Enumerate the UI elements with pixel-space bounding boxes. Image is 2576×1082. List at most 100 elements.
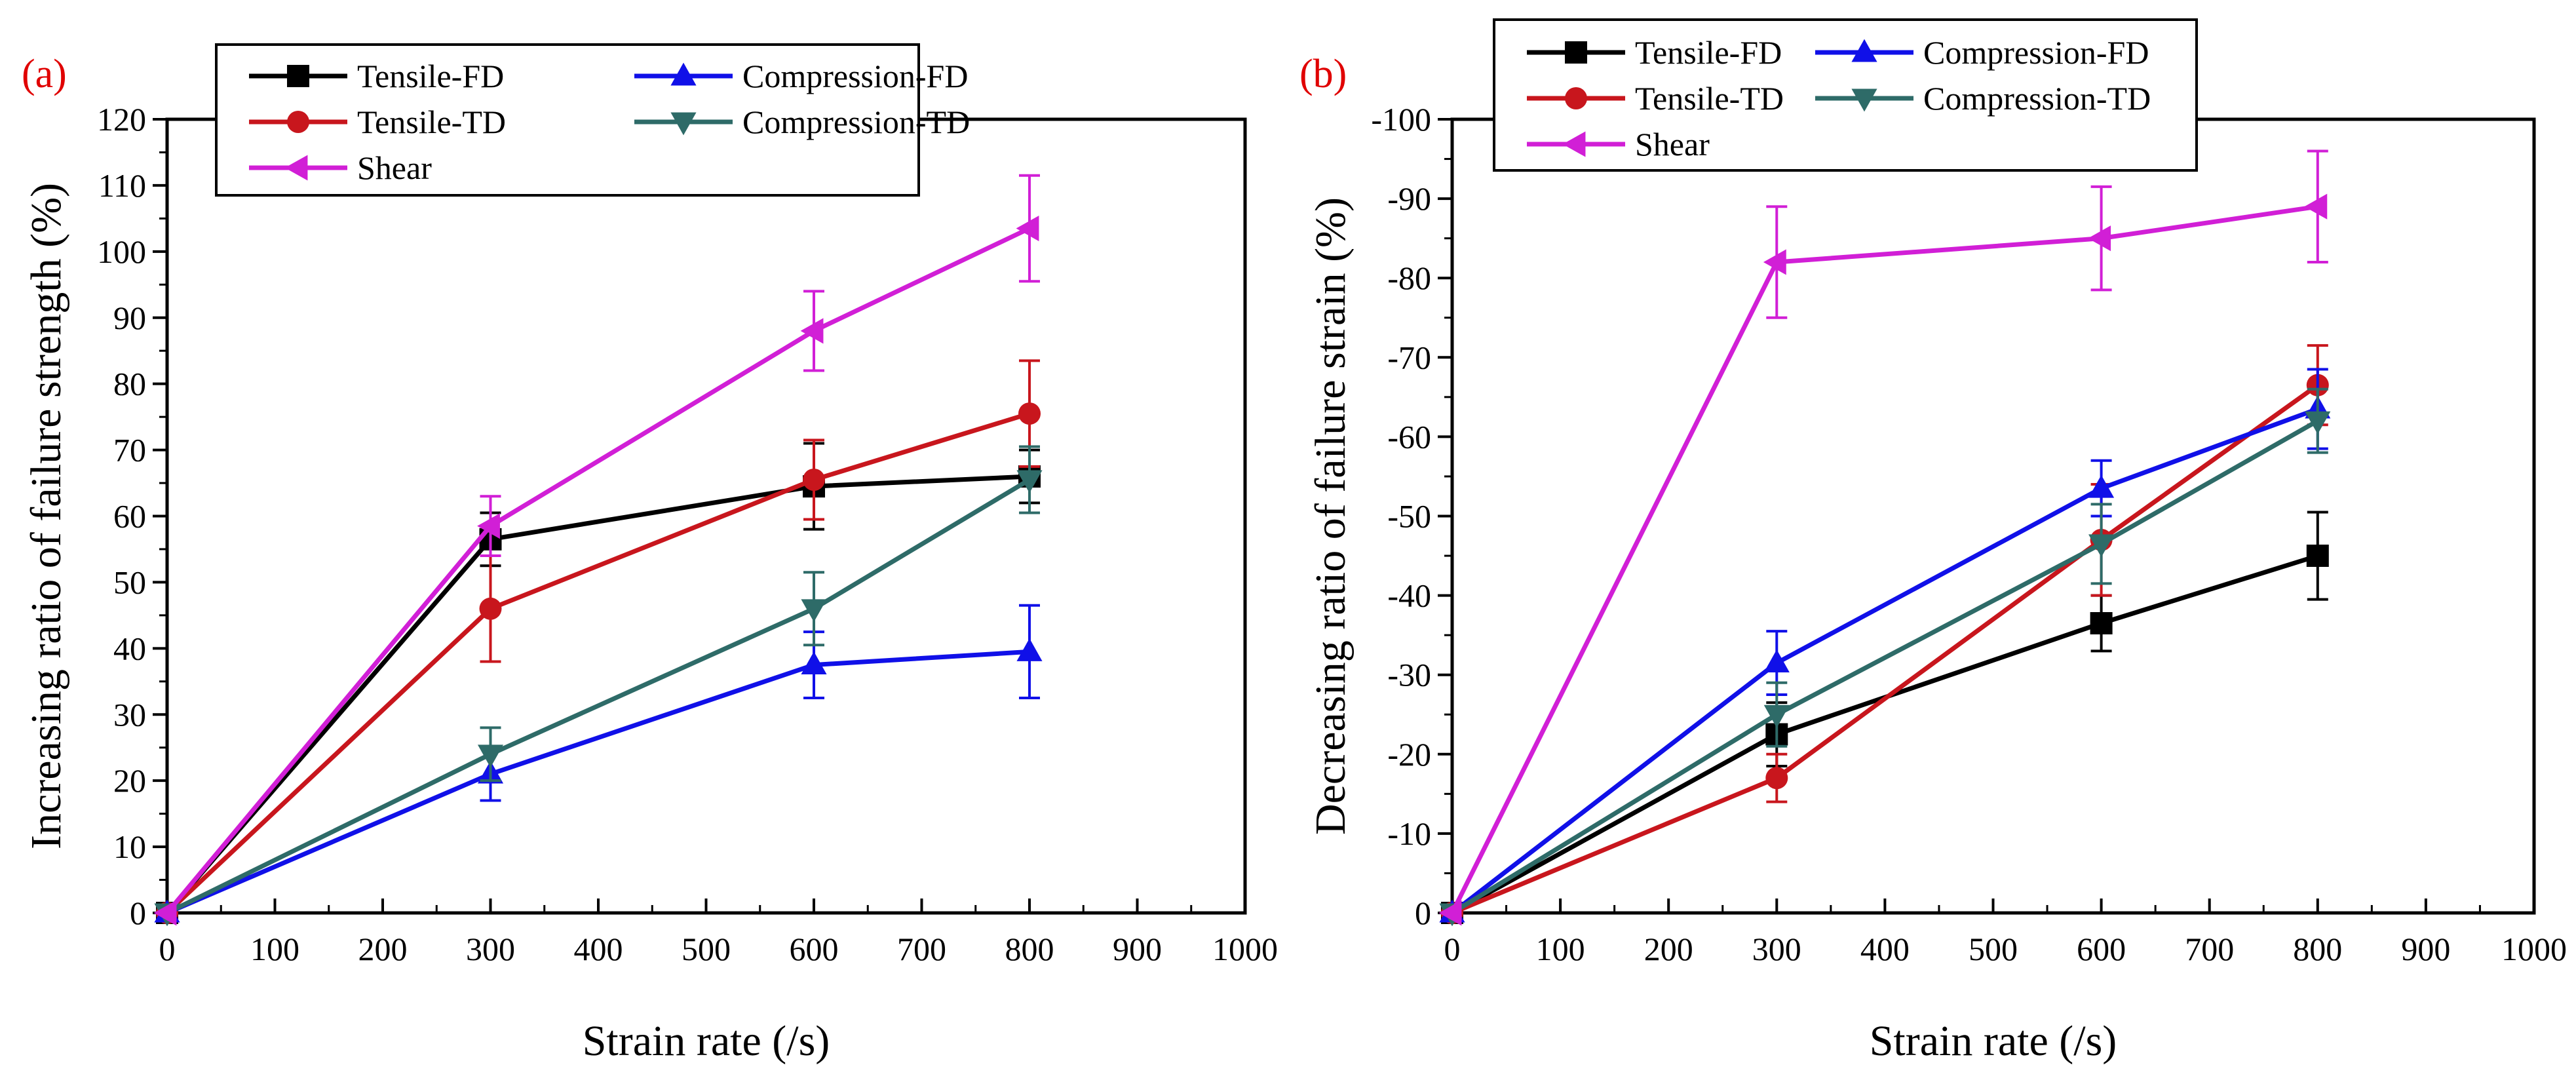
y-tick-label: 10 [113,828,146,865]
y-tick-label: 100 [97,233,146,270]
y-tick-label: 70 [113,432,146,469]
series-line [166,649,1030,916]
x-tick-label: 800 [1005,931,1054,967]
y-tick-label: 0 [1415,895,1431,931]
y-tick-label: 110 [98,167,146,204]
legend-item-tensile-td: Tensile-TD [249,104,506,140]
data-point [1016,470,1043,493]
legend-label: Tensile-TD [1635,80,1784,117]
y-tick-label: 20 [113,762,146,799]
legend-swatch-marker [670,112,697,136]
y-axis-label: Increasing ratio of failure strength (%) [22,183,70,849]
legend-label: Compression-FD [1923,34,2149,71]
data-point [477,513,500,539]
series-line [165,411,1031,915]
panel-label: (a) [22,52,67,96]
legend-item-compression-fd: Compression-FD [634,58,968,94]
series-compression-fd [154,604,1043,923]
legend-item-compression-td: Compression-TD [634,104,970,140]
plot-frame [1450,117,2536,915]
legend-label: Shear [1635,126,1710,163]
data-point [2304,193,2328,220]
x-tick-label: 700 [2185,931,2234,967]
data-point [2305,411,2331,435]
y-tick-label: 50 [113,564,146,600]
data-point [801,599,827,623]
data-point [801,651,827,675]
panel-a-failure-strength-chart: (a) 0 100 200 300 400 500 600 700 800 900 1000 0 10 20… [22,43,1278,1065]
series-line [1451,419,2319,915]
x-tick-label: 700 [897,931,946,967]
data-point [1018,402,1041,425]
x-axis: 0 100 200 300 400 500 600 700 800 900 1000 [1444,898,2567,967]
panel-label: (b) [1299,52,1347,96]
x-tick-label: 800 [2293,931,2342,967]
x-axis-label: Strain rate (/s) [1870,1017,2117,1065]
legend-swatch-marker [287,111,309,133]
x-tick-label: 100 [1536,931,1585,967]
y-tick-label: -90 [1387,180,1431,217]
x-tick-label: 1000 [1212,931,1278,967]
data-point [2306,545,2329,568]
x-tick-label: 1000 [2501,931,2567,967]
x-tick-label: 200 [358,931,408,967]
y-tick-label: -100 [1371,101,1431,138]
series-line [1450,406,2319,915]
x-tick-label: 600 [790,931,839,967]
y-tick-label: -60 [1387,418,1431,455]
series-compression-td [154,445,1043,927]
data-point [2088,225,2111,252]
data-point [800,318,824,344]
x-axis: 0 100 200 300 400 500 600 700 800 900 1000 [159,898,1278,967]
y-tick-label: -30 [1387,657,1431,693]
series-line [1450,204,2318,914]
y-tick-label: 30 [113,696,146,733]
data-point [479,597,502,620]
legend-label: Compression-FD [742,58,968,94]
x-tick-label: 600 [2077,931,2126,967]
x-tick-label: 900 [2401,931,2450,967]
data-point [477,744,504,768]
legend-label: Compression-TD [742,104,970,140]
legend-swatch-marker [1565,41,1587,64]
data-point [1763,705,1790,728]
data-point [2088,534,2115,558]
y-tick-label: 40 [113,630,146,667]
legend-item-compression-fd: Compression-FD [1815,34,2149,71]
series-tensile-td [156,359,1041,924]
x-tick-label: 0 [159,931,176,967]
legend-swatch-marker [284,155,308,181]
legend-label: Shear [357,149,432,186]
y-axis-label: Decreasing ratio of failure strain (%) [1307,197,1355,835]
legend-label: Compression-TD [1923,80,2151,117]
x-tick-label: 500 [682,931,731,967]
legend-item-tensile-td: Tensile-TD [1527,80,1784,117]
legend-item-shear: Shear [1527,126,1710,163]
y-tick-label: 120 [97,101,146,138]
series-line [165,474,1030,915]
legend: Tensile-FD Compression-FD Tensile-TD Compre… [1493,18,2198,172]
data-point [1763,249,1786,275]
plot-frame [165,117,1247,915]
series-line [165,226,1031,915]
legend-item-tensile-fd: Tensile-FD [249,58,504,94]
data-point [2088,474,2115,498]
x-tick-label: 400 [574,931,623,967]
legend-swatch-marker [287,65,309,87]
y-tick-label: 0 [130,895,146,931]
legend-item-compression-td: Compression-TD [1815,80,2151,117]
legend-swatch-marker [1562,131,1586,157]
legend-item-tensile-fd: Tensile-FD [1527,34,1782,71]
legend: Tensile-FD Compression-FD Tensile-TD Compre… [215,43,970,197]
legend-swatch-marker [1565,87,1587,109]
data-point [1438,900,1462,926]
legend-item-shear: Shear [249,149,432,186]
y-tick-label: 90 [113,299,146,336]
y-tick-label: -20 [1387,736,1431,773]
legend-label: Tensile-FD [357,58,504,94]
x-tick-label: 0 [1444,931,1461,967]
data-point [1016,215,1039,242]
x-tick-label: 400 [1860,931,1910,967]
series-line [1451,383,2319,916]
